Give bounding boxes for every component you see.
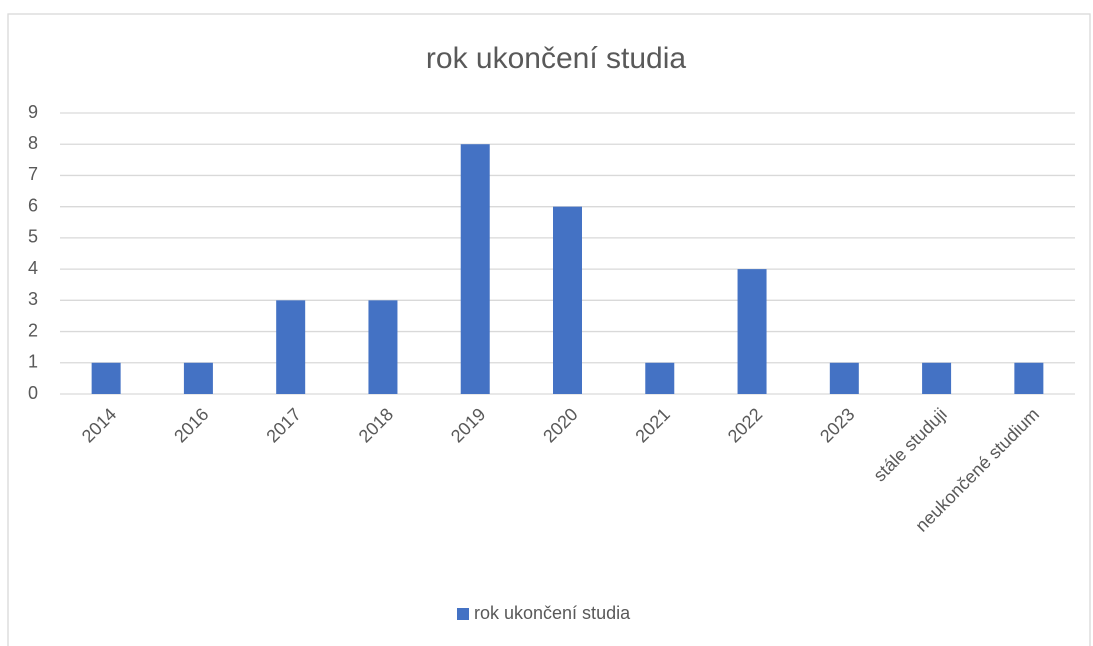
y-tick-label: 6 xyxy=(28,195,38,215)
legend-swatch xyxy=(457,608,469,620)
legend-label: rok ukončení studia xyxy=(474,603,631,623)
y-tick-label: 4 xyxy=(28,258,38,278)
y-tick-label: 8 xyxy=(28,133,38,153)
y-tick-label: 5 xyxy=(28,227,38,247)
chart-title: rok ukončení studia xyxy=(426,42,686,75)
bar xyxy=(737,269,767,394)
y-tick-label: 9 xyxy=(28,102,38,122)
bar xyxy=(645,362,675,394)
bar xyxy=(91,362,121,394)
y-tick-label: 2 xyxy=(28,320,38,340)
bar xyxy=(1014,362,1044,394)
y-tick-label: 7 xyxy=(28,164,38,184)
y-tick-label: 0 xyxy=(28,383,38,403)
bar xyxy=(553,206,582,394)
y-tick-label: 3 xyxy=(28,289,38,309)
bar xyxy=(460,144,490,394)
y-tick-label: 1 xyxy=(28,352,38,372)
bar xyxy=(829,362,859,394)
bar xyxy=(922,362,952,394)
bar xyxy=(368,300,398,394)
bar xyxy=(183,362,213,394)
bar xyxy=(276,300,306,394)
chart-frame xyxy=(7,13,1091,646)
